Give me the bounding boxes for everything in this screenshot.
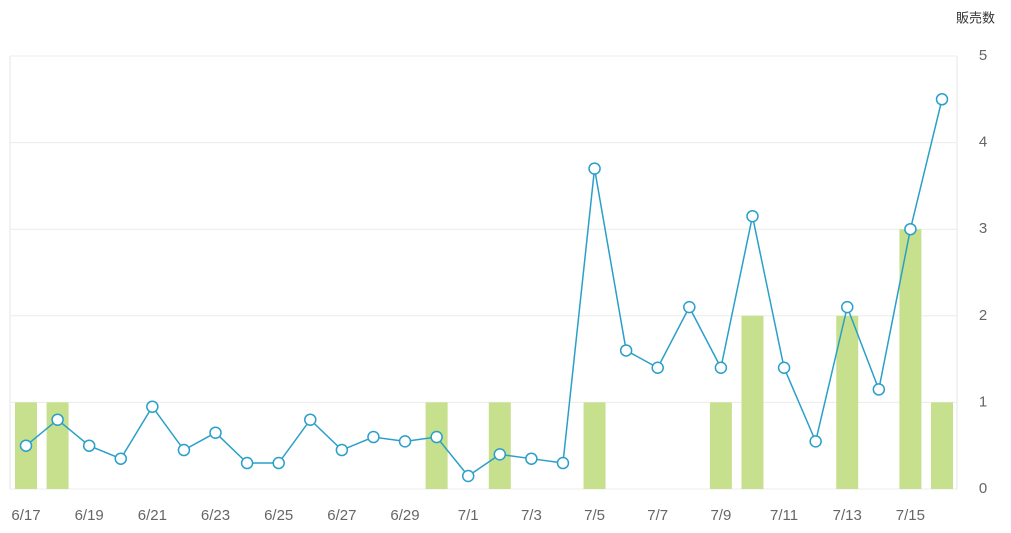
x-tick-label: 7/13 (833, 507, 862, 524)
point (272, 456, 285, 470)
point (398, 435, 412, 448)
x-tick-label: 7/1 (458, 507, 479, 524)
point (809, 435, 822, 448)
point (556, 456, 570, 470)
x-tick-label: 7/15 (896, 507, 925, 524)
point (430, 430, 443, 444)
x-tick-label: 7/5 (584, 507, 605, 524)
x-tick-label: 7/7 (647, 507, 668, 524)
x-tick-label: 6/17 (11, 507, 40, 524)
x-tick-label: 7/9 (710, 507, 731, 524)
x-tick-label: 7/11 (770, 507, 798, 524)
point (114, 452, 128, 465)
point (51, 413, 64, 426)
point (588, 162, 601, 175)
point (367, 430, 380, 444)
point (493, 448, 507, 461)
point (209, 426, 222, 439)
line (25, 99, 943, 478)
x-tick-label: 6/27 (327, 507, 356, 524)
y-tick-label: 0 (979, 480, 987, 497)
y-tick-label: 5 (979, 47, 987, 64)
bar (836, 315, 859, 489)
x-tick-label: 6/21 (138, 507, 167, 524)
point (714, 361, 728, 375)
y-tick-label: 1 (979, 393, 987, 410)
x-tick-label: 6/29 (390, 507, 419, 524)
point (82, 439, 96, 452)
bar (931, 402, 953, 489)
bar (425, 402, 448, 489)
bar (583, 402, 606, 489)
point (335, 443, 349, 457)
point (840, 300, 854, 314)
point (19, 439, 33, 452)
point (525, 452, 538, 465)
point (240, 456, 254, 470)
point (935, 93, 949, 106)
point (651, 361, 664, 375)
y-tick-label: 2 (979, 307, 987, 324)
x-tick-label: 7/3 (521, 507, 542, 524)
point (146, 400, 159, 413)
bar (709, 402, 732, 489)
point (683, 300, 696, 314)
bar (899, 229, 922, 489)
point (777, 361, 791, 375)
x-tick-label: 6/25 (264, 507, 293, 524)
point (461, 469, 475, 483)
y-tick-label: 4 (979, 134, 987, 151)
x-tick-label: 6/23 (201, 507, 230, 524)
point (872, 383, 886, 396)
point (619, 344, 633, 357)
bar (741, 315, 764, 489)
y-tick-label: 3 (979, 220, 987, 237)
axis-title: 販売数 (956, 10, 995, 25)
point (304, 413, 317, 426)
point (177, 443, 191, 457)
bar (488, 402, 511, 489)
point (746, 209, 759, 223)
point (904, 222, 917, 236)
x-tick-label: 6/19 (75, 507, 104, 524)
